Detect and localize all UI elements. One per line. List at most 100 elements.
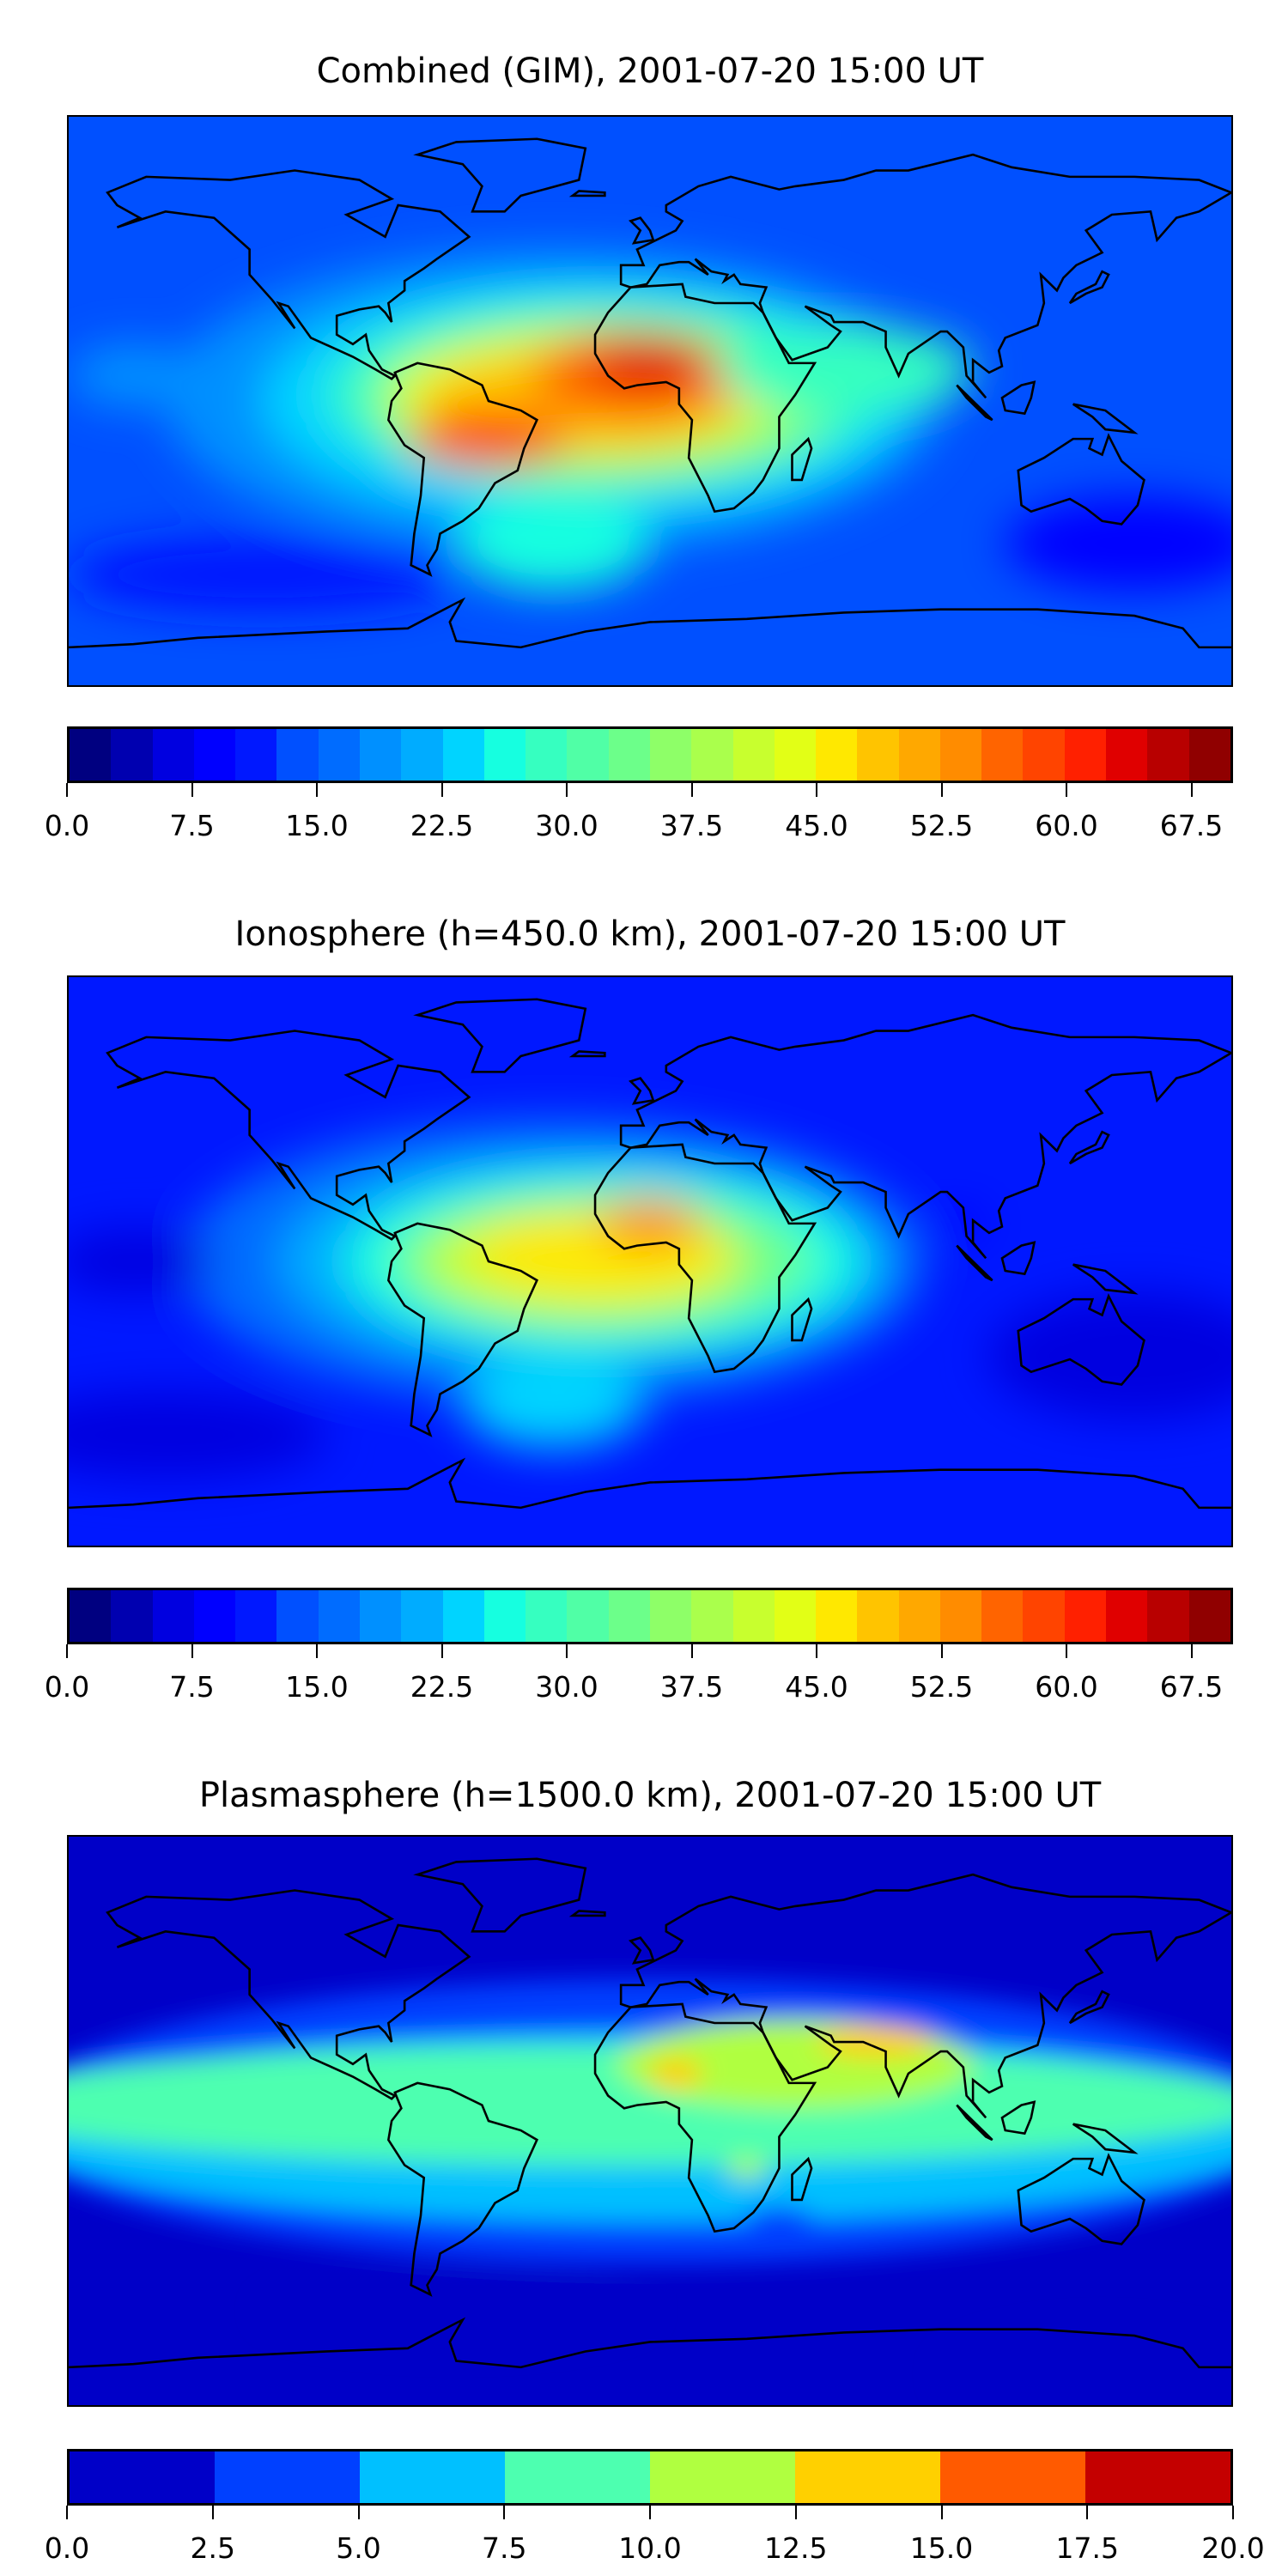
colorbar (67, 1588, 1233, 1644)
colorbar-segment (359, 729, 402, 781)
field-contour (69, 1230, 215, 1293)
colorbar-segment (816, 1590, 858, 1642)
colorbar-segment (111, 1590, 153, 1642)
colorbar-tick (191, 783, 193, 797)
field-contour (462, 1359, 644, 1448)
field-contour (714, 325, 974, 414)
colorbar-segment (359, 1590, 402, 1642)
colorbar-tick (940, 783, 943, 797)
colorbar-segment (70, 729, 112, 781)
colorbar-tick-label: 15.0 (285, 809, 349, 842)
colorbar-tick (1190, 1644, 1193, 1658)
coastline (792, 1299, 811, 1340)
coastline (1070, 1132, 1109, 1163)
colorbar-segment (483, 1590, 526, 1642)
colorbar-segment (567, 1590, 609, 1642)
colorbar-tick-label: 2.5 (190, 2531, 235, 2565)
coastline (107, 1031, 469, 1240)
colorbar-tick (316, 783, 318, 797)
coastline (388, 1224, 537, 1435)
colorbar-tick-label: 67.5 (1159, 809, 1224, 842)
colorbar-segment (732, 1590, 775, 1642)
colorbar-tick-label: 45.0 (785, 809, 848, 842)
coastline (388, 363, 537, 574)
coastline (1002, 382, 1035, 414)
colorbar-segment (276, 1590, 319, 1642)
colorbar-segment (111, 729, 153, 781)
colorbar-segment (981, 729, 1024, 781)
colorbar-tick (191, 1644, 193, 1658)
colorbar-tick (816, 1644, 817, 1658)
coastline (1073, 1265, 1134, 1293)
map-ionosphere (67, 975, 1233, 1547)
colorbar-segment (483, 729, 526, 781)
coastline (792, 2159, 811, 2200)
colorbar-segment (1064, 729, 1107, 781)
field-contour (69, 343, 198, 408)
map-title: Ionosphere (h=450.0 km), 2001-07-20 15:0… (234, 914, 1066, 954)
map-combined (67, 115, 1233, 687)
colorbar-segment (505, 2451, 650, 2503)
colorbar-tick-label: 52.5 (909, 809, 974, 842)
colorbar-tick (1066, 1644, 1067, 1658)
field-contour (650, 2057, 702, 2090)
colorbar-tick-label: 15.0 (285, 1670, 349, 1704)
colorbar-tick (1190, 783, 1193, 797)
coastline-antarctica (69, 1461, 1231, 1508)
colorbar-segment (649, 1590, 692, 1642)
coastline (573, 1051, 605, 1056)
colorbar-tick (1066, 783, 1067, 797)
coastline (1002, 2102, 1035, 2134)
colorbar-segment (193, 729, 236, 781)
colorbar-tick (66, 2506, 68, 2519)
colorbar-tick-label: 17.5 (1055, 2531, 1119, 2565)
colorbar-segment (691, 729, 733, 781)
colorbar-segment (276, 729, 319, 781)
colorbar-segment (608, 729, 650, 781)
coastline (792, 439, 811, 480)
colorbar-segment (981, 1590, 1024, 1642)
coastline (621, 155, 1231, 398)
coastline (957, 1246, 992, 1280)
coastline (621, 1874, 1231, 2117)
colorbar-tick-label: 0.0 (44, 2531, 90, 2565)
coastline (417, 1859, 586, 1932)
colorbar-segment (1023, 1590, 1065, 1642)
colorbar-tick (357, 2506, 360, 2519)
coastline (107, 1891, 469, 2099)
colorbar-tick (816, 783, 817, 797)
coastline (621, 1015, 1231, 1258)
field-contour (1005, 495, 1231, 591)
colorbar-tick-label: 52.5 (909, 1670, 974, 1704)
colorbar-tick (1086, 2506, 1089, 2519)
colorbar-segment (1106, 1590, 1148, 1642)
colorbar-segment (70, 2451, 215, 2503)
coastline (630, 1078, 653, 1103)
colorbar-tick (649, 2506, 651, 2519)
colorbar-segment (1188, 729, 1230, 781)
colorbar-segment (526, 729, 568, 781)
colorbar-tick-label: 0.0 (44, 1670, 90, 1704)
colorbar-tick (1232, 2506, 1234, 2519)
colorbar-tick (794, 2506, 797, 2519)
colorbar-segment (1147, 1590, 1189, 1642)
colorbar-segment (567, 729, 609, 781)
colorbar-segment (318, 1590, 360, 1642)
field-contour (407, 410, 569, 468)
colorbar-tick (440, 1644, 443, 1658)
colorbar-tick-label: 30.0 (535, 1670, 598, 1704)
colorbar-segment (1106, 729, 1148, 781)
coastline (573, 1911, 605, 1916)
colorbar-tick (66, 783, 68, 797)
colorbar-tick-label: 12.5 (764, 2531, 828, 2565)
colorbar (67, 2449, 1233, 2506)
colorbar-tick-label: 45.0 (785, 1670, 848, 1704)
colorbar-segment (318, 729, 360, 781)
colorbar-tick-label: 60.0 (1035, 1670, 1098, 1704)
colorbar-segment (235, 729, 277, 781)
coastline (957, 2105, 992, 2140)
colorbar-tick-label: 22.5 (410, 809, 474, 842)
colorbar-segment (857, 729, 899, 781)
colorbar-ticks: 0.0 7.5 15.0 22.5 30.0 37.5 45.0 52.5 60.0 67.5 (45, 783, 1233, 852)
colorbar-segment (898, 729, 940, 781)
